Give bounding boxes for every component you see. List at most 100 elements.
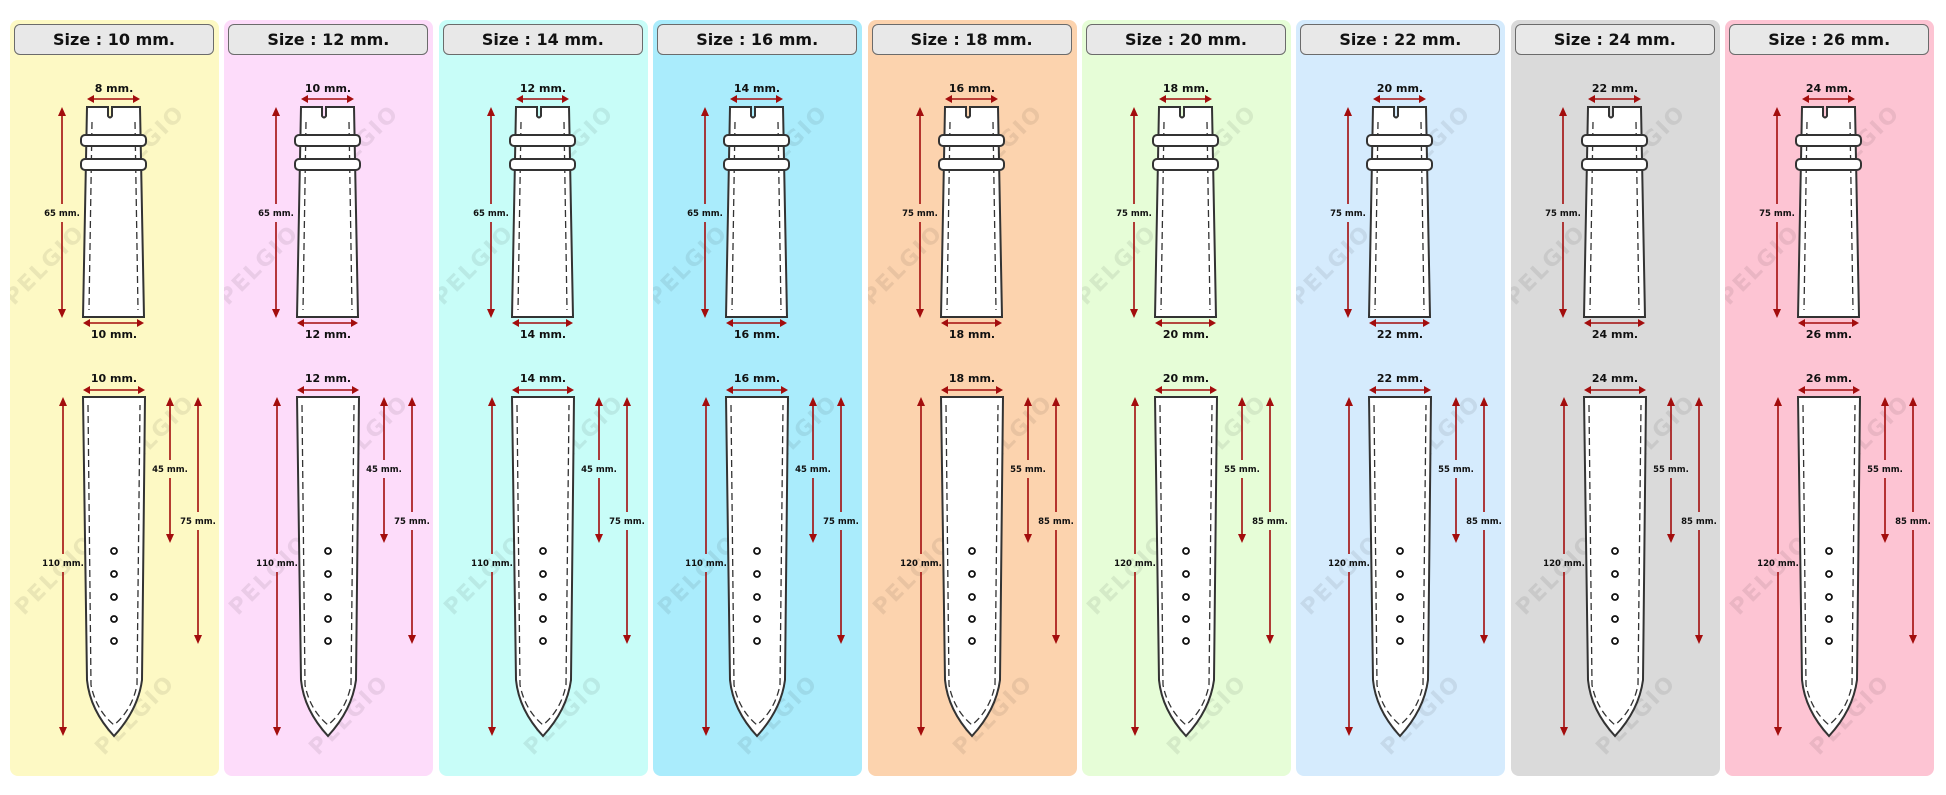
buckle-side-strap [80, 106, 147, 318]
buckle-width-label: 22 mm. [1592, 82, 1638, 95]
last-hole-arrow [1909, 397, 1918, 644]
keeper-loop [1152, 134, 1219, 147]
strap-hole [1182, 570, 1190, 578]
tail-side-strap [725, 396, 790, 738]
strap-hole [1396, 547, 1405, 555]
buckle-side-strap [294, 106, 362, 318]
short-length-arrow [58, 107, 66, 318]
buckle-side-strap [1152, 106, 1219, 318]
watermark-text: PELGIO [439, 220, 519, 310]
strap-hole [538, 547, 547, 555]
keeper-loop [294, 158, 362, 171]
lug-width-bottom-arrow [1155, 319, 1216, 327]
tail-side-strap [1153, 396, 1219, 738]
size-title: Size : 10 mm. [14, 24, 214, 55]
lug-width-label: 10 mm. [91, 372, 137, 385]
watermark-text: PELGIO [1725, 220, 1805, 310]
buckle-side-strap [1795, 106, 1863, 318]
strap-hole [110, 615, 118, 623]
strap-hole [1825, 593, 1834, 601]
size-title: Size : 18 mm. [871, 24, 1072, 55]
lug-width-top-arrow [83, 386, 145, 394]
strap-hole [1825, 615, 1834, 623]
strap-hole [1825, 570, 1834, 578]
lug-width-top-arrow [297, 386, 360, 394]
buckle-width-label: 18 mm. [1163, 82, 1209, 95]
size-panel: PELGIO PELGIO PELGIO PELGIO PELGIO 18 mm. 20 m… [1082, 20, 1291, 776]
short-length-label: 65 mm. [687, 209, 723, 219]
first-hole-label: 45 mm. [581, 465, 617, 475]
keeper-loop [80, 158, 147, 171]
keeper-loop [1366, 158, 1434, 171]
tail-side-strap [510, 396, 575, 738]
short-length-label: 75 mm. [1759, 209, 1795, 219]
short-length-arrow [1130, 107, 1138, 318]
strap-hole [1182, 593, 1190, 601]
lug-width-label: 18 mm. [948, 328, 994, 341]
size-panel: PELGIO PELGIO PELGIO PELGIO PELGIO 8 mm. 10 mm… [10, 20, 219, 776]
size-panel: PELGIO PELGIO PELGIO PELGIO PELGIO 14 mm. 16 m… [653, 20, 863, 776]
size-title: Size : 14 mm. [442, 24, 643, 55]
strap-hole [967, 570, 976, 578]
size-panel: PELGIO PELGIO PELGIO PELGIO PELGIO 10 mm. 12 m… [224, 20, 434, 776]
lug-width-label: 12 mm. [305, 372, 351, 385]
buckle-width-arrow [87, 95, 140, 103]
buckle-width-arrow [301, 95, 355, 103]
strap-hole [538, 593, 547, 601]
strap-hole [324, 615, 333, 623]
last-hole-label: 75 mm. [609, 517, 645, 527]
long-length-label: 120 mm. [1329, 559, 1371, 569]
keeper-loop [937, 134, 1005, 147]
last-hole-label: 75 mm. [180, 517, 216, 527]
keeper-loop [1580, 158, 1648, 171]
keeper-loop [508, 158, 576, 171]
last-hole-label: 85 mm. [1895, 517, 1931, 527]
watermark-text: PELGIO [653, 220, 733, 310]
short-length-label: 65 mm. [259, 209, 295, 219]
lug-width-label: 14 mm. [520, 372, 566, 385]
lug-width-top-arrow [511, 386, 574, 394]
strap-hole [538, 615, 547, 623]
strap-hole [967, 547, 976, 555]
last-hole-arrow [1051, 397, 1060, 644]
strap-hole [1396, 637, 1405, 645]
strap-hole [1825, 637, 1834, 645]
keeper-loop [1795, 158, 1863, 171]
buckle-side-strap [937, 106, 1005, 318]
lug-width-label: 24 mm. [1592, 372, 1638, 385]
strap-hole [324, 593, 333, 601]
first-hole-label: 45 mm. [152, 465, 188, 475]
long-length-arrow [1345, 397, 1354, 736]
size-title: Size : 20 mm. [1086, 24, 1286, 55]
buckle-width-arrow [944, 95, 998, 103]
size-title: Size : 16 mm. [657, 24, 858, 55]
size-title: Size : 12 mm. [228, 24, 429, 55]
lug-width-top-arrow [1798, 386, 1861, 394]
keeper-loop [80, 134, 147, 147]
strap-hole [324, 547, 333, 555]
size-panel: PELGIO PELGIO PELGIO PELGIO PELGIO 20 mm. 22 m… [1296, 20, 1506, 776]
buckle-width-arrow [1802, 95, 1856, 103]
long-length-label: 110 mm. [42, 559, 84, 569]
lug-width-label: 10 mm. [91, 328, 137, 341]
first-hole-label: 45 mm. [795, 465, 831, 475]
strap-hole [753, 593, 762, 601]
size-panel: PELGIO PELGIO PELGIO PELGIO PELGIO 16 mm. 18 m… [867, 20, 1077, 776]
lug-width-label: 16 mm. [734, 328, 780, 341]
watermark-text: PELGIO [1511, 220, 1591, 310]
strap-hole [753, 615, 762, 623]
strap-hole [753, 570, 762, 578]
strap-hole [1182, 615, 1190, 623]
long-length-arrow [916, 397, 925, 736]
lug-width-label: 22 mm. [1377, 372, 1423, 385]
long-length-label: 120 mm. [1757, 559, 1799, 569]
first-hole-label: 45 mm. [367, 465, 403, 475]
buckle-width-label: 20 mm. [1377, 82, 1423, 95]
strap-hole [1396, 593, 1405, 601]
short-length-arrow [1344, 107, 1353, 318]
first-hole-label: 55 mm. [1439, 465, 1475, 475]
